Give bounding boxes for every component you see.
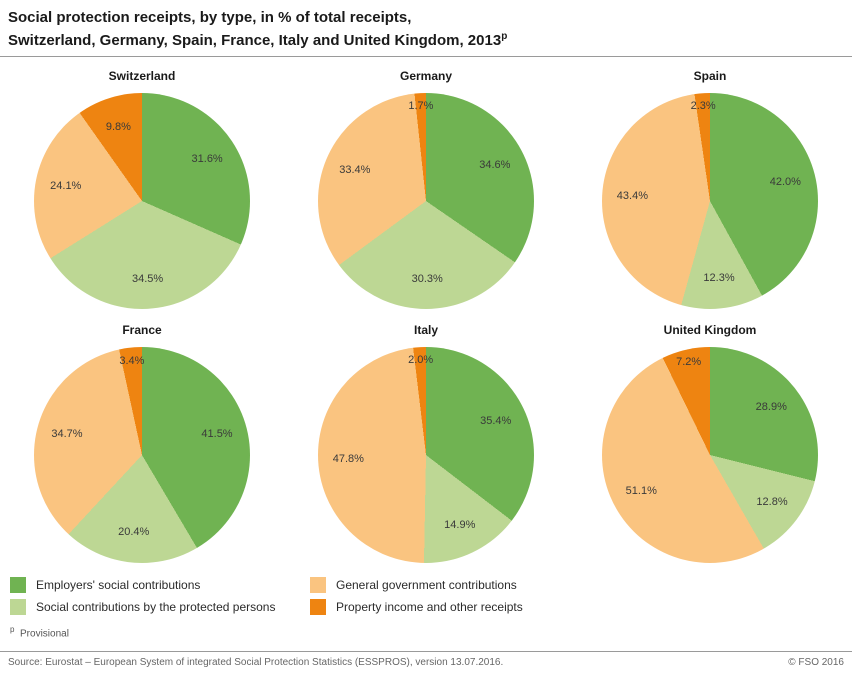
legend: Employers' social contributions Social c… [10, 577, 852, 615]
legend-swatch-property [310, 599, 326, 615]
pie-title-italy: Italy [413, 323, 438, 337]
pie-title-spain: Spain [693, 69, 727, 83]
slice-label: 12.3% [703, 272, 735, 285]
title-superscript: p [501, 31, 508, 42]
footnote-text: Provisional [20, 628, 69, 640]
page-title: Social protection receipts, by type, in … [8, 8, 842, 50]
slice-label: 24.1% [50, 179, 82, 192]
pie-cell-italy: Italy 35.4% 14.9% 47.8% 2.0% [284, 319, 568, 563]
slice-label: 14.9% [444, 519, 476, 532]
slice-label: 33.4% [339, 163, 371, 176]
source-text: Source: Eurostat – European System of in… [8, 657, 504, 668]
pie-cell-united-kingdom: United Kingdom 28.9% 12.8% 51.1% 7.2% [568, 319, 852, 563]
copyright-text: © FSO 2016 [788, 657, 844, 668]
pie-chart-spain: 42.0% 12.3% 43.4% 2.3% [602, 93, 818, 309]
slice-label: 47.8% [332, 452, 364, 465]
pie-cell-france: France 41.5% 20.4% 34.7% 3.4% [0, 319, 284, 563]
legend-item-protected-persons: Social contributions by the protected pe… [10, 599, 310, 615]
legend-item-government: General government contributions [310, 577, 523, 593]
slice-label: 34.6% [479, 158, 511, 171]
slice-label: 7.2% [676, 356, 702, 369]
footer: Source: Eurostat – European System of in… [0, 651, 852, 668]
pie-title-switzerland: Switzerland [108, 69, 176, 83]
slice-label: 20.4% [118, 526, 150, 539]
slice-label: 2.3% [690, 100, 716, 113]
pie-title-germany: Germany [399, 69, 453, 83]
pie-chart-germany: 34.6% 30.3% 33.4% 1.7% [318, 93, 534, 309]
header: Social protection receipts, by type, in … [0, 0, 852, 56]
legend-column-right: General government contributions Propert… [310, 577, 523, 615]
slice-label: 30.3% [411, 272, 443, 285]
slice-label: 9.8% [105, 120, 131, 133]
slice-label: 3.4% [119, 354, 145, 367]
slice-label: 43.4% [616, 190, 648, 203]
title-line-2: Switzerland, Germany, Spain, France, Ita… [8, 32, 502, 49]
legend-label-government: General government contributions [336, 578, 517, 592]
legend-swatch-employers [10, 577, 26, 593]
slice-label: 51.1% [625, 485, 657, 498]
slice-label: 31.6% [191, 152, 223, 165]
slice-label: 12.8% [756, 495, 788, 508]
legend-item-property: Property income and other receipts [310, 599, 523, 615]
footnote-marker: p [10, 625, 15, 634]
slice-label: 41.5% [201, 428, 233, 441]
pie-title-united-kingdom: United Kingdom [663, 323, 757, 337]
legend-label-protected-persons: Social contributions by the protected pe… [36, 600, 276, 614]
legend-swatch-protected-persons [10, 599, 26, 615]
slice-label: 28.9% [755, 401, 787, 414]
legend-label-employers: Employers' social contributions [36, 578, 201, 592]
pie-chart-italy: 35.4% 14.9% 47.8% 2.0% [318, 347, 534, 563]
pie-cell-spain: Spain 42.0% 12.3% 43.4% 2.3% [568, 65, 852, 309]
legend-column-left: Employers' social contributions Social c… [10, 577, 310, 615]
slice-label: 2.0% [408, 354, 434, 367]
pie-title-france: France [122, 323, 162, 337]
slice-label: 42.0% [769, 175, 801, 188]
title-divider [0, 56, 852, 57]
spacer [0, 639, 852, 651]
footnote: p Provisional [10, 625, 852, 639]
pie-chart-switzerland: 31.6% 34.5% 24.1% 9.8% [34, 93, 250, 309]
slice-label: 34.7% [51, 428, 83, 441]
legend-label-property: Property income and other receipts [336, 600, 523, 614]
pie-chart-united-kingdom: 28.9% 12.8% 51.1% 7.2% [602, 347, 818, 563]
legend-swatch-government [310, 577, 326, 593]
slice-label: 35.4% [480, 414, 512, 427]
pie-cell-switzerland: Switzerland 31.6% 34.5% 24.1% 9.8% [0, 65, 284, 309]
pie-cell-germany: Germany 34.6% 30.3% 33.4% 1.7% [284, 65, 568, 309]
pie-chart-france: 41.5% 20.4% 34.7% 3.4% [34, 347, 250, 563]
legend-item-employers: Employers' social contributions [10, 577, 310, 593]
pie-grid: Switzerland 31.6% 34.5% 24.1% 9.8% Germany … [0, 65, 852, 563]
slice-label: 34.5% [132, 272, 164, 285]
slice-label: 1.7% [408, 100, 434, 113]
title-line-1: Social protection receipts, by type, in … [8, 9, 412, 26]
